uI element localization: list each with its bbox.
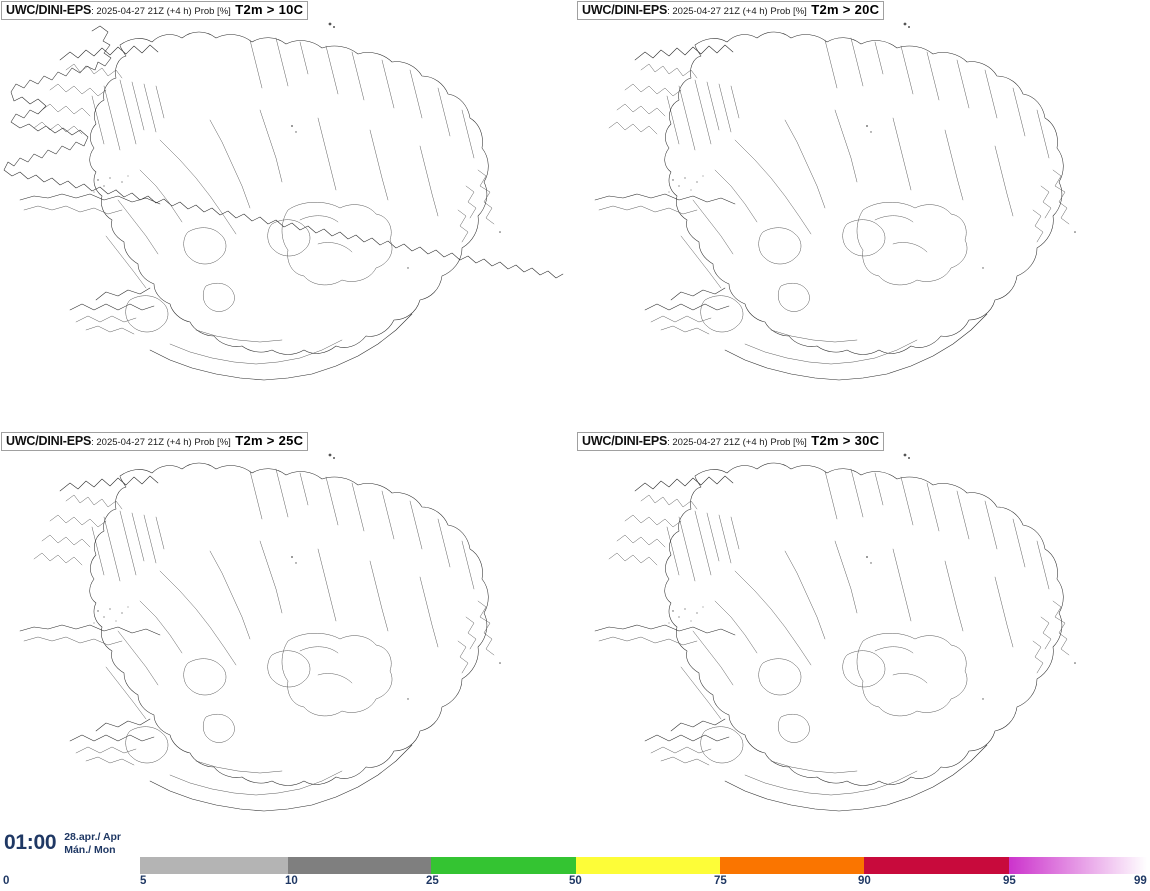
panel-title-box: UWC/DINI-EPS: 2025-04-27 21Z (+4 h) Prob… <box>577 432 885 451</box>
colorbar-tick-25: 25 <box>426 875 439 887</box>
panel-run-label: : 2025-04-27 21Z (+4 h) Prob [%] <box>667 6 807 17</box>
panel-title-box: UWC/DINI-EPS: 2025-04-27 21Z (+4 h) Prob… <box>577 1 885 20</box>
colorbar-segment-50-75 <box>576 857 720 874</box>
panel-title-box: UWC/DINI-EPS: 2025-04-27 21Z (+4 h) Prob… <box>1 1 309 20</box>
colorbar-tick-50: 50 <box>569 875 582 887</box>
panel-model-label: UWC/DINI-EPS <box>6 3 92 17</box>
colorbar-segment-95-99 <box>1009 857 1147 874</box>
footer-bar: 01:00 28.apr./ Apr Mán./ Mon 0 5 10 25 50 75 9… <box>0 826 1150 891</box>
valid-date-block: 28.apr./ Apr Mán./ Mon <box>64 830 121 857</box>
colorbar-tick-99: 99 <box>1134 875 1147 887</box>
iceland-map <box>0 0 575 431</box>
iceland-map <box>575 0 1150 431</box>
iceland-map-svg <box>19 453 501 812</box>
panel-parameter-label: T2m > 10C <box>235 2 304 17</box>
colorbar-tick-labels: 0 5 10 25 50 75 90 95 99 <box>0 874 1150 891</box>
colorbar-tick-0: 0 <box>3 875 10 887</box>
panel-title-box: UWC/DINI-EPS: 2025-04-27 21Z (+4 h) Prob… <box>1 432 309 451</box>
iceland-map <box>0 431 575 862</box>
colorbar-tick-5: 5 <box>140 875 147 887</box>
map-panel-t2m-gt-10c[interactable]: UWC/DINI-EPS: 2025-04-27 21Z (+4 h) Prob… <box>0 0 575 431</box>
panel-run-label: : 2025-04-27 21Z (+4 h) Prob [%] <box>667 437 807 448</box>
iceland-map <box>575 431 1150 862</box>
map-panel-t2m-gt-20c[interactable]: UWC/DINI-EPS: 2025-04-27 21Z (+4 h) Prob… <box>575 0 1150 431</box>
iceland-map-svg <box>3 22 564 381</box>
probability-colorbar[interactable]: 0 5 10 25 50 75 90 95 99 <box>0 857 1150 891</box>
colorbar-tick-75: 75 <box>714 875 727 887</box>
colorbar-tick-90: 90 <box>858 875 871 887</box>
panel-model-label: UWC/DINI-EPS <box>582 434 668 448</box>
valid-date-line1: 28.apr./ Apr <box>64 830 122 843</box>
valid-date-line2: Mán./ Mon <box>64 844 116 856</box>
colorbar-segment-5-10 <box>140 857 288 874</box>
panel-run-label: : 2025-04-27 21Z (+4 h) Prob [%] <box>91 437 231 448</box>
iceland-map-svg <box>594 22 1076 381</box>
colorbar-tick-10: 10 <box>285 875 298 887</box>
map-panel-t2m-gt-25c[interactable]: UWC/DINI-EPS: 2025-04-27 21Z (+4 h) Prob… <box>0 431 575 862</box>
colorbar-segment-10-25 <box>288 857 431 874</box>
colorbar-segment-90-95 <box>864 857 1009 874</box>
colorbar-tick-95: 95 <box>1003 875 1016 887</box>
panel-model-label: UWC/DINI-EPS <box>6 434 92 448</box>
valid-time-clock: 01:00 <box>4 831 57 854</box>
panel-run-label: : 2025-04-27 21Z (+4 h) Prob [%] <box>91 6 231 17</box>
panel-parameter-label: T2m > 25C <box>235 433 304 448</box>
panel-parameter-label: T2m > 30C <box>811 433 880 448</box>
map-panel-t2m-gt-30c[interactable]: UWC/DINI-EPS: 2025-04-27 21Z (+4 h) Prob… <box>575 431 1150 862</box>
panel-parameter-label: T2m > 20C <box>811 2 880 17</box>
valid-time-box: 01:00 28.apr./ Apr Mán./ Mon <box>0 826 137 860</box>
colorbar-segment-75-90 <box>720 857 864 874</box>
panel-model-label: UWC/DINI-EPS <box>582 3 668 17</box>
colorbar-strip[interactable] <box>140 857 1147 874</box>
iceland-map-svg <box>594 453 1076 812</box>
colorbar-segment-25-50 <box>431 857 576 874</box>
